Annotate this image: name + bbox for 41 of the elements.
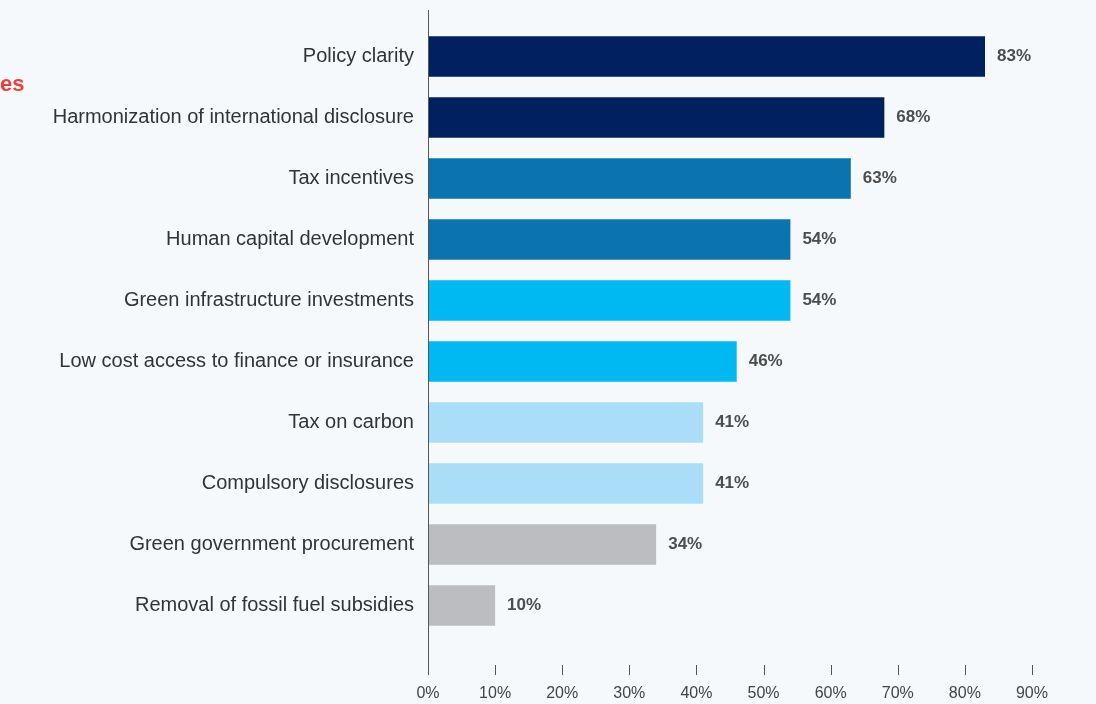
x-tick-label: 10% xyxy=(479,684,512,702)
y-tick-label: Green infrastructure investments xyxy=(123,288,414,311)
data-label: 68% xyxy=(896,107,931,127)
bar xyxy=(428,585,496,626)
bar xyxy=(428,36,986,77)
data-label: 41% xyxy=(715,412,750,432)
data-label: 54% xyxy=(802,229,837,249)
bar xyxy=(428,97,885,138)
bar xyxy=(428,402,704,443)
data-label: 63% xyxy=(862,168,897,188)
data-label: 83% xyxy=(997,46,1032,66)
x-tick-label: 0% xyxy=(416,684,440,702)
x-tick-label: 70% xyxy=(881,684,914,702)
x-tick-label: 60% xyxy=(814,684,847,702)
y-tick-label: Policy clarity xyxy=(302,44,414,67)
bar xyxy=(428,341,737,382)
y-tick-label: Tax on carbon xyxy=(288,410,414,433)
bar xyxy=(428,280,791,321)
x-tick-label: 20% xyxy=(546,684,579,702)
y-tick-label: Human capital development xyxy=(166,227,415,250)
data-label: 10% xyxy=(507,595,542,615)
data-label: 54% xyxy=(802,290,837,310)
x-tick-label: 30% xyxy=(613,684,646,702)
y-tick-label: Green government procurement xyxy=(129,532,415,555)
y-tick-label: Low cost access to finance or insurance xyxy=(59,349,414,372)
bar xyxy=(428,463,704,504)
y-tick-label: Compulsory disclosures xyxy=(201,471,414,494)
y-tick-label: Tax incentives xyxy=(288,166,414,189)
x-tick-label: 40% xyxy=(680,684,713,702)
text: es xyxy=(0,71,25,97)
y-tick-label: Harmonization of international disclosure xyxy=(52,105,414,128)
y-tick-label: Removal of fossil fuel subsidies xyxy=(134,593,414,616)
data-label: 41% xyxy=(715,473,750,493)
data-label: 46% xyxy=(748,351,783,371)
bar xyxy=(428,219,791,260)
bar xyxy=(428,158,851,199)
data-label: 34% xyxy=(668,534,703,554)
x-tick-label: 80% xyxy=(948,684,981,702)
bar xyxy=(428,524,657,565)
x-tick-label: 50% xyxy=(747,684,780,702)
x-tick-label: 90% xyxy=(1015,684,1048,702)
